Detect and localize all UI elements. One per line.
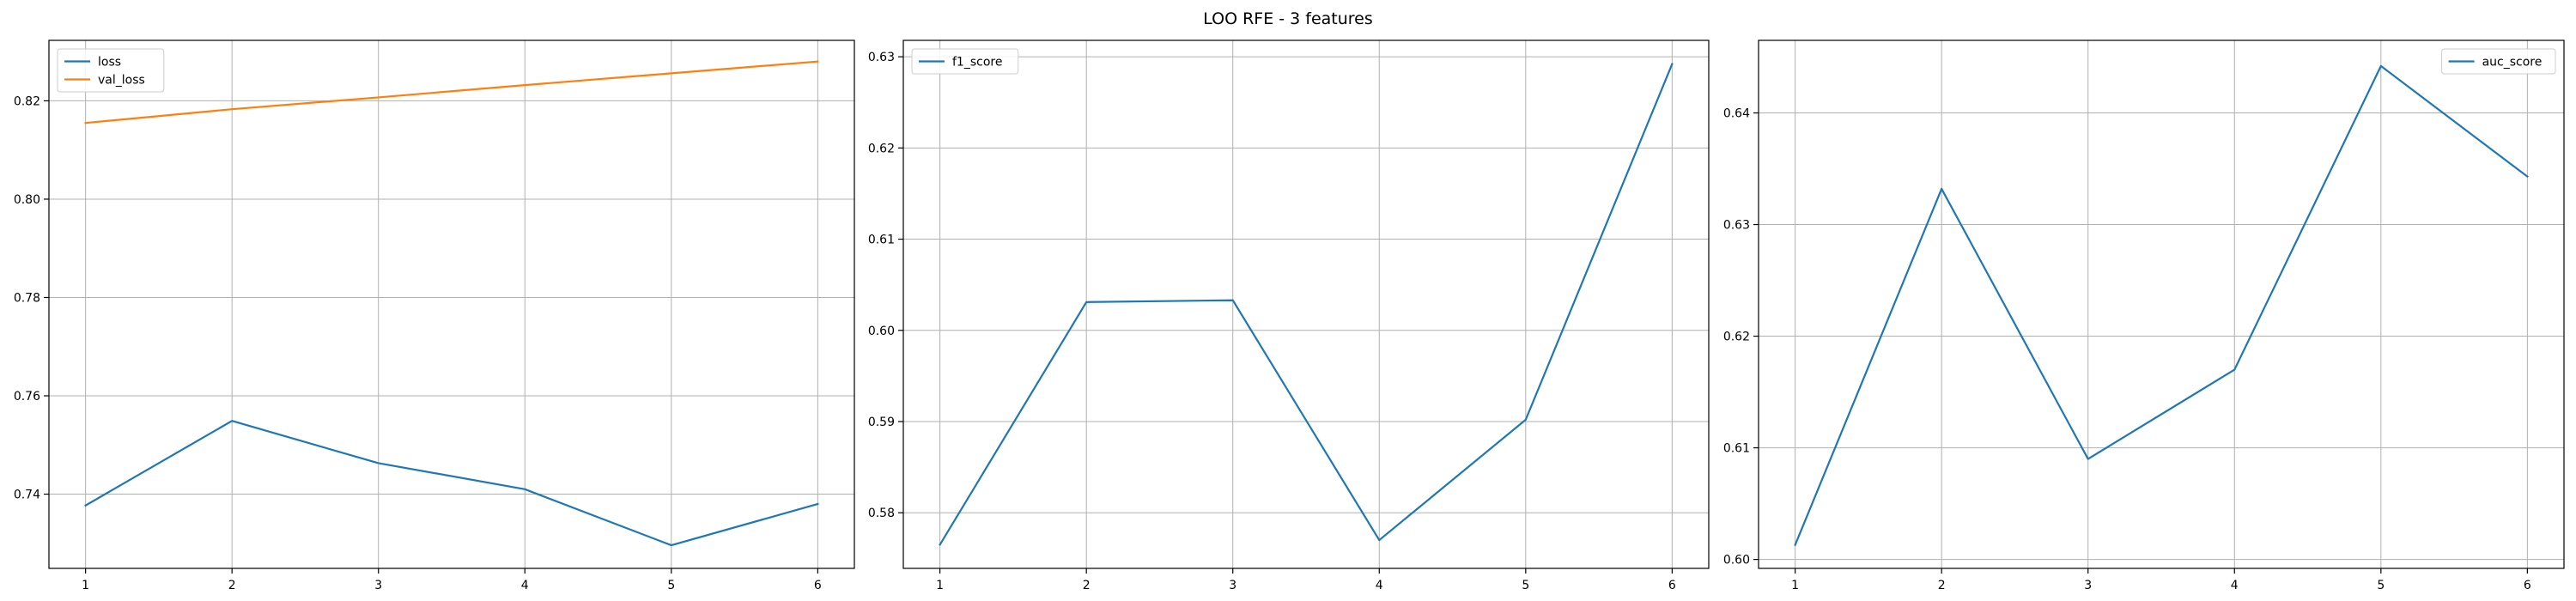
series-line-val_loss	[84, 60, 819, 124]
series-line-loss	[84, 420, 819, 547]
y-tick-label: 0.60	[1723, 554, 1750, 568]
legend: f1_score	[911, 48, 1019, 75]
y-tick-label: 0.62	[868, 142, 895, 155]
x-tick-label: 4	[2231, 579, 2239, 592]
subplot-1: 1 2 3 4 5 6 0.74 0.76 0.78 0.80 0.82 loss val_loss	[14, 39, 855, 592]
y-tick-label: 0.74	[14, 489, 40, 502]
x-tick-label: 2	[1938, 579, 1946, 592]
subplot-2: 1 2 3 4 5 6 0.58 0.59 0.60 0.61 0.62 0.63 f1_score	[868, 39, 1710, 592]
x-tick-label: 3	[374, 579, 382, 592]
axes-frame	[48, 39, 855, 569]
x-tick-label: 3	[2084, 579, 2092, 592]
y-tick-label: 0.78	[14, 291, 40, 305]
legend-label-val_loss: val_loss	[98, 74, 145, 88]
x-tick-label: 1	[82, 579, 89, 592]
legend-frame	[57, 48, 165, 93]
legend-label-loss: loss	[98, 56, 121, 70]
axes-frame	[1758, 39, 2565, 569]
x-tick-label: 5	[1522, 579, 1529, 592]
y-tick-label: 0.61	[1723, 442, 1750, 456]
x-tick-label: 6	[2524, 579, 2531, 592]
x-tick-label: 6	[814, 579, 822, 592]
y-tick-label: 0.59	[868, 416, 895, 429]
y-tick-label: 0.60	[868, 325, 895, 338]
legend-frame	[911, 48, 1019, 75]
legend: loss val_loss	[57, 48, 165, 93]
series-line-f1_score	[939, 63, 1674, 546]
x-tick-label: 2	[1083, 579, 1091, 592]
x-tick-label: 4	[1376, 579, 1383, 592]
y-tick-label: 0.61	[868, 234, 895, 247]
y-tick-label: 0.63	[1723, 219, 1750, 233]
legend-frame	[2441, 48, 2556, 75]
y-tick-label: 0.62	[1723, 331, 1750, 344]
subplot-3: 1 2 3 4 5 6 0.60 0.61 0.62 0.63 0.64 auc_score	[1723, 39, 2565, 592]
legend-label-auc_score: auc_score	[2482, 56, 2543, 70]
x-tick-label: 1	[936, 579, 944, 592]
x-tick-label: 5	[667, 579, 675, 592]
x-tick-label: 4	[521, 579, 529, 592]
x-tick-label: 5	[2377, 579, 2385, 592]
y-tick-label: 0.64	[1723, 107, 1750, 121]
figure-title: LOO RFE - 3 features	[1203, 9, 1373, 28]
x-tick-label: 6	[1668, 579, 1676, 592]
x-tick-label: 1	[1791, 579, 1799, 592]
series-line-auc_score	[1794, 64, 2529, 547]
x-tick-label: 3	[1229, 579, 1236, 592]
y-tick-label: 0.76	[14, 390, 40, 404]
y-tick-label: 0.82	[14, 94, 40, 108]
axes-frame	[902, 39, 1710, 569]
legend: auc_score	[2441, 48, 2556, 75]
subplot-panels: 1 2 3 4 5 6 0.74 0.76 0.78 0.80 0.82 loss val_loss 1 2…	[14, 39, 2565, 592]
y-tick-label: 0.80	[14, 193, 40, 207]
x-tick-label: 2	[228, 579, 236, 592]
y-tick-label: 0.63	[868, 51, 895, 64]
y-tick-label: 0.58	[868, 507, 895, 520]
legend-label-f1_score: f1_score	[952, 56, 1002, 70]
